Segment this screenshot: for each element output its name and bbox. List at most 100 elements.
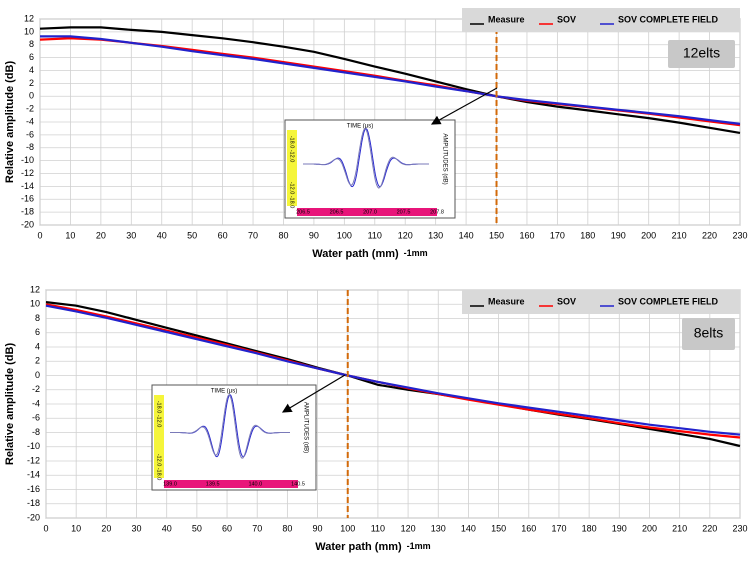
y-tick-label: 4	[29, 65, 34, 75]
x-tick-label: 50	[187, 230, 197, 240]
inset-x-label: 206.5	[330, 209, 344, 215]
inset-x-label: 139.5	[206, 481, 220, 487]
y-tick-label: -18	[21, 207, 34, 217]
x-tick-label: 30	[132, 523, 142, 533]
x-tick-label: 230	[732, 523, 747, 533]
x-axis-label: Water path (mm) -1mm	[315, 541, 430, 553]
y-tick-label: -4	[32, 398, 40, 408]
y-tick-label: -2	[26, 104, 34, 114]
inset-y-labels: -12.0	[156, 454, 162, 467]
legend-label: SOV	[557, 296, 576, 306]
legend-label: Measure	[488, 296, 525, 306]
x-tick-label: 180	[580, 230, 595, 240]
x-tick-label: 50	[192, 523, 202, 533]
y-tick-label: -8	[26, 142, 34, 152]
x-tick-label: 180	[582, 523, 597, 533]
y-tick-label: 6	[29, 52, 34, 62]
y-tick-label: 2	[29, 78, 34, 88]
x-tick-label: 80	[278, 230, 288, 240]
x-tick-label: 0	[43, 523, 48, 533]
x-tick-label: 80	[282, 523, 292, 533]
inset-x-label: 207.5	[397, 209, 411, 215]
x-tick-label: 200	[642, 523, 657, 533]
inset-x-label: 206.5	[296, 209, 310, 215]
x-axis-note: -1mm	[404, 248, 428, 258]
inset-x-label: 207.0	[363, 209, 377, 215]
y-tick-label: -10	[21, 155, 34, 165]
x-axis-title: Water path (mm)	[312, 248, 399, 260]
y-tick-label: 0	[35, 370, 40, 380]
x-tick-label: 60	[218, 230, 228, 240]
x-tick-label: 110	[371, 523, 385, 533]
legend-label: SOV COMPLETE FIELD	[618, 296, 719, 306]
inset-frame	[151, 384, 317, 491]
x-tick-label: 0	[37, 230, 42, 240]
inset-y-labels: -18.0	[156, 401, 162, 414]
y-tick-label: -16	[27, 484, 40, 494]
x-tick-label: 130	[431, 523, 446, 533]
x-tick-label: 230	[732, 230, 747, 240]
y-tick-label: -18	[27, 498, 40, 508]
inset-title: TIME (µs)	[347, 124, 373, 130]
x-tick-label: 20	[101, 523, 111, 533]
x-tick-label: 170	[550, 230, 565, 240]
x-axis-note: -1mm	[407, 541, 431, 551]
x-tick-label: 220	[702, 523, 717, 533]
y-tick-label: -20	[27, 512, 40, 522]
inset-y-strip	[154, 395, 164, 478]
legend-box	[462, 8, 740, 32]
x-tick-label: 150	[489, 230, 504, 240]
y-tick-label: -20	[21, 219, 34, 229]
y-tick-label: -14	[21, 181, 34, 191]
inset-y-strip	[287, 130, 297, 206]
x-tick-label: 20	[96, 230, 106, 240]
y-tick-label: 4	[35, 341, 40, 351]
x-tick-label: 140	[461, 523, 476, 533]
inset-waveform	[170, 394, 290, 459]
inset-x-strip	[297, 208, 437, 216]
y-axis-label: Relative amplitude (dB)	[4, 343, 16, 466]
y-tick-label: 6	[35, 327, 40, 337]
y-tick-label: 2	[35, 356, 40, 366]
x-tick-label: 10	[71, 523, 81, 533]
series-line	[39, 26, 741, 134]
y-tick-label: 10	[30, 299, 40, 309]
y-tick-label: 0	[29, 91, 34, 101]
x-tick-label: 10	[65, 230, 75, 240]
x-tick-label: 40	[162, 523, 172, 533]
x-tick-label: 70	[252, 523, 262, 533]
legend-label: SOV	[557, 14, 576, 24]
inset-side-label: AMPLITUDES (dB)	[441, 133, 447, 184]
inset-y-labels: -18.0	[289, 136, 295, 149]
y-tick-label: 12	[24, 13, 34, 23]
y-tick-label: -8	[32, 427, 40, 437]
y-tick-label: 8	[35, 313, 40, 323]
legend-label: Measure	[488, 14, 525, 24]
inset-y-labels: -18.0	[289, 196, 295, 209]
inset-x-label: 139.0	[163, 481, 177, 487]
inset-x-strip	[164, 480, 298, 488]
x-tick-label: 190	[611, 230, 626, 240]
annotation: 8elts	[694, 325, 724, 341]
inset-title: TIME (µs)	[211, 389, 237, 395]
x-tick-label: 160	[521, 523, 536, 533]
annotation-box	[668, 40, 735, 68]
y-tick-label: -10	[27, 441, 40, 451]
inset-y-labels: -18.0	[156, 468, 162, 481]
x-tick-label: 160	[519, 230, 534, 240]
inset-x-label: 207.8	[430, 209, 444, 215]
x-tick-label: 100	[337, 230, 352, 240]
inset-side-label: AMPLITUDES (dB)	[302, 402, 308, 453]
y-tick-label: -2	[32, 384, 40, 394]
pointer-arrow	[430, 87, 498, 125]
x-tick-label: 220	[702, 230, 717, 240]
inset-x-label: 140.0	[248, 481, 262, 487]
y-tick-label: 12	[30, 284, 40, 294]
pointer-arrow	[281, 374, 346, 413]
y-tick-label: -6	[26, 129, 34, 139]
y-axis-label: Relative amplitude (dB)	[4, 61, 16, 184]
x-tick-label: 90	[313, 523, 323, 533]
annotation-box	[682, 318, 735, 350]
x-tick-label: 190	[612, 523, 627, 533]
inset-y-labels: -12.0	[289, 150, 295, 163]
